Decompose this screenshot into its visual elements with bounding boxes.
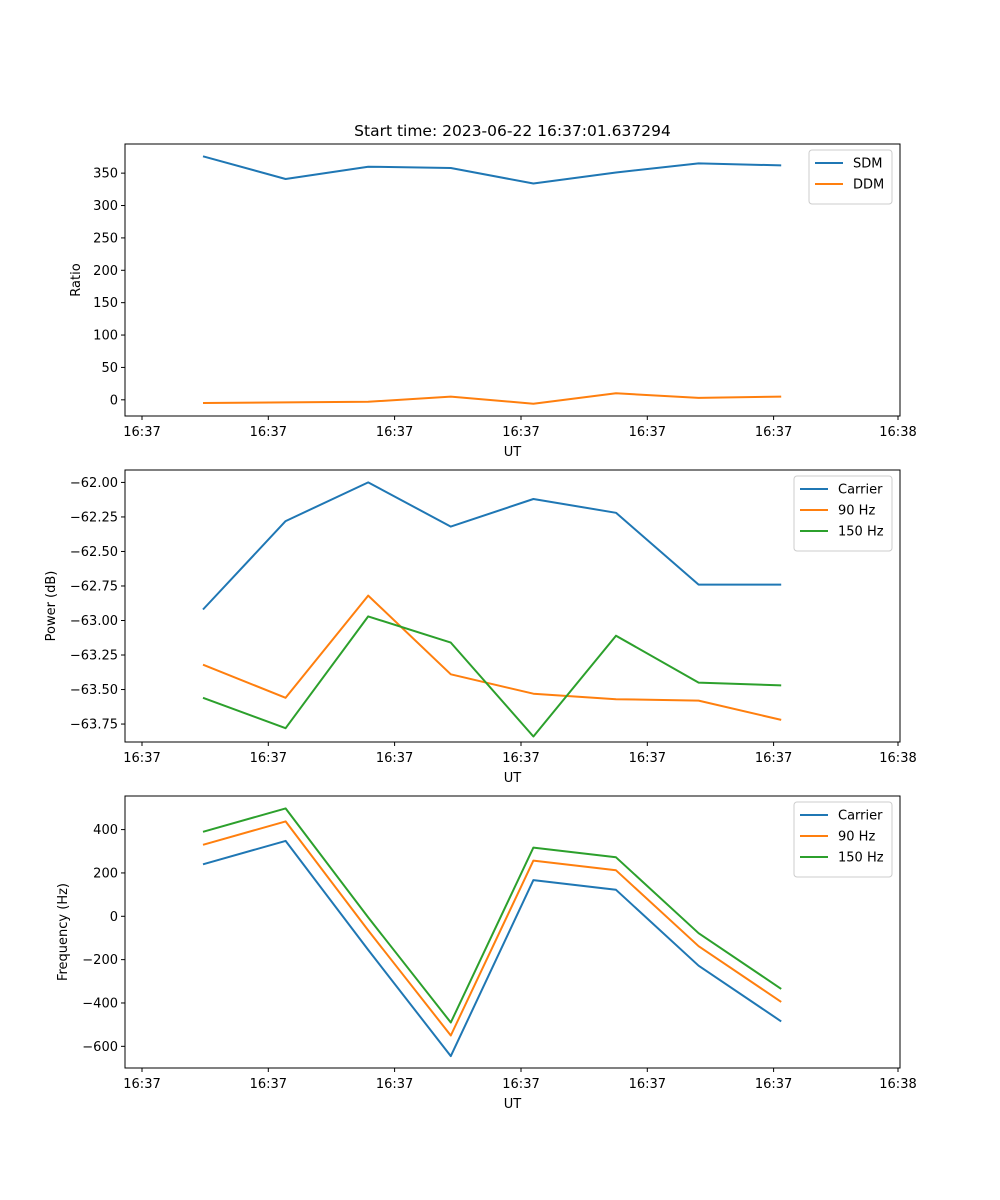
y-tick-label: −63.00: [70, 614, 118, 629]
x-tick-label: 16:37: [376, 1077, 413, 1092]
x-tick-label: 16:37: [123, 1077, 160, 1092]
chart-panels: 16:37 16:37 16:37 16:37 16:37 16:37 16:38 0 50 10…: [44, 143, 917, 1112]
y-tick-label: −63.25: [70, 649, 118, 664]
figure-title: Start time: 2023-06-22 16:37:01.637294: [354, 122, 671, 140]
y-tick-label: 400: [93, 823, 118, 838]
y-tick-label: 0: [110, 393, 118, 408]
y-axis-label: Ratio: [69, 263, 84, 296]
legend: Carrier 90 Hz 150 Hz: [793, 475, 893, 552]
axes-frame: [124, 143, 901, 417]
series-line-ddm: [202, 392, 782, 405]
axes-frame: [124, 795, 901, 1069]
x-tick-label: 16:38: [879, 1077, 916, 1092]
x-tick-label: 16:37: [250, 1077, 287, 1092]
x-tick-label: 16:37: [502, 425, 539, 440]
x-tick-label: 16:37: [376, 425, 413, 440]
y-tick-label: 350: [93, 167, 118, 182]
y-tick-label: −400: [82, 996, 118, 1011]
y-tick-label: 0: [110, 910, 118, 925]
x-tick-label: 16:37: [502, 1077, 539, 1092]
x-tick-label: 16:37: [250, 751, 287, 766]
x-tick-label: 16:37: [629, 751, 666, 766]
y-tick-label: −63.75: [70, 718, 118, 733]
y-tick-label: 100: [93, 329, 118, 344]
legend-box: [793, 475, 893, 552]
y-tick-label: −62.50: [70, 545, 118, 560]
legend: Carrier 90 Hz 150 Hz: [793, 801, 893, 878]
chart-panel-3: 16:37 16:37 16:37 16:37 16:37 16:37 16:38 −600 −…: [56, 795, 917, 1112]
series-line-150-hz: [202, 615, 782, 738]
y-axis-label: Power (dB): [44, 571, 59, 642]
series-line-90-hz: [202, 594, 782, 721]
y-tick-label: −62.75: [70, 579, 118, 594]
chart-panel-2: 16:37 16:37 16:37 16:37 16:37 16:37 16:38 −63.7…: [44, 469, 917, 786]
y-tick-label: −600: [82, 1040, 118, 1055]
series-line-carrier: [202, 481, 782, 611]
x-tick-label: 16:38: [879, 425, 916, 440]
x-axis-label: UT: [504, 771, 522, 786]
y-axis-label: Frequency (Hz): [56, 883, 71, 981]
x-tick-label: 16:37: [376, 751, 413, 766]
x-tick-label: 16:37: [123, 425, 160, 440]
legend-label: 150 Hz: [838, 525, 884, 540]
x-tick-label: 16:37: [755, 1077, 792, 1092]
chart-panel-1: 16:37 16:37 16:37 16:37 16:37 16:37 16:38 0 50 10…: [69, 143, 917, 460]
legend-label: 150 Hz: [838, 851, 884, 866]
legend: SDM DDM: [808, 149, 893, 205]
y-tick-label: −63.50: [70, 683, 118, 698]
y-tick-label: −62.00: [70, 476, 118, 491]
x-tick-label: 16:37: [123, 751, 160, 766]
x-tick-label: 16:37: [250, 425, 287, 440]
x-tick-label: 16:37: [629, 1077, 666, 1092]
legend-label: 90 Hz: [838, 504, 875, 519]
axes-frame: [124, 469, 901, 743]
y-tick-label: 200: [93, 264, 118, 279]
y-tick-label: 200: [93, 866, 118, 881]
y-tick-label: 150: [93, 296, 118, 311]
legend-label: SDM: [853, 157, 882, 172]
y-tick-label: −62.25: [70, 510, 118, 525]
x-tick-label: 16:37: [629, 425, 666, 440]
y-tick-label: 300: [93, 199, 118, 214]
y-tick-label: 250: [93, 231, 118, 246]
legend-label: Carrier: [838, 809, 883, 824]
x-tick-label: 16:37: [755, 425, 792, 440]
legend-box: [793, 801, 893, 878]
series-line-150-hz: [202, 807, 782, 1024]
legend-label: DDM: [853, 178, 884, 193]
x-axis-label: UT: [504, 1097, 522, 1112]
y-tick-label: 50: [101, 361, 118, 376]
legend-label: 90 Hz: [838, 830, 875, 845]
series-line-carrier: [202, 839, 782, 1058]
x-tick-label: 16:37: [502, 751, 539, 766]
x-tick-label: 16:37: [755, 751, 792, 766]
legend-label: Carrier: [838, 483, 883, 498]
x-axis-label: UT: [504, 445, 522, 460]
series-line-90-hz: [202, 820, 782, 1037]
y-tick-label: −200: [82, 953, 118, 968]
series-line-sdm: [202, 155, 782, 185]
x-tick-label: 16:38: [879, 751, 916, 766]
